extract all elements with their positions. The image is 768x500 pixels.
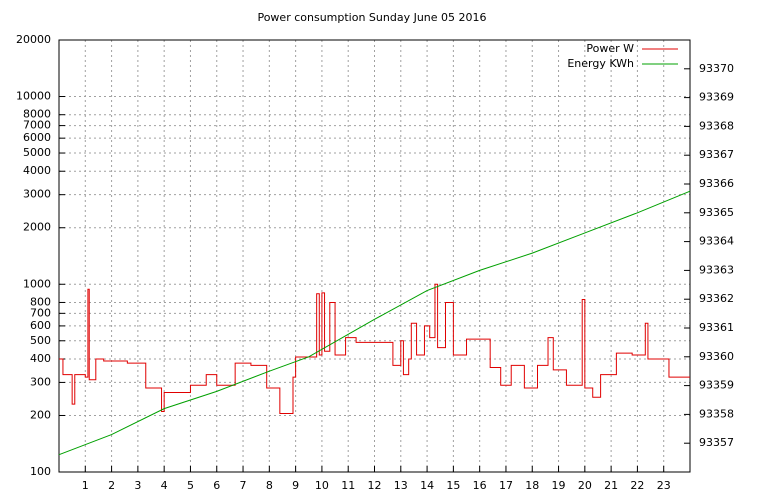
y2-tick-label: 93360 [699, 350, 734, 363]
x-tick-label: 2 [108, 479, 115, 492]
x-tick-label: 18 [525, 479, 539, 492]
x-tick-label: 9 [292, 479, 299, 492]
y-tick-label: 3000 [23, 188, 51, 201]
y2-tick-label: 93368 [699, 119, 734, 132]
x-tick-label: 6 [213, 479, 220, 492]
x-tick-label: 5 [187, 479, 194, 492]
plot-frame [58, 39, 691, 473]
y2-tick-label: 93367 [699, 148, 734, 161]
y-tick-label: 700 [30, 306, 51, 319]
x-tick-label: 13 [394, 479, 408, 492]
y-tick-label: 20000 [16, 33, 51, 46]
x-tick-label: 1 [82, 479, 89, 492]
x-tick-label: 17 [499, 479, 513, 492]
y-tick-label: 200 [30, 408, 51, 421]
x-tick-label: 4 [161, 479, 168, 492]
legend-label: Power W [586, 42, 634, 55]
x-tick-label: 10 [315, 479, 329, 492]
x-tick-label: 14 [420, 479, 434, 492]
y-tick-label: 100 [30, 465, 51, 478]
x-tick-label: 11 [341, 479, 355, 492]
y-tick-label: 500 [30, 334, 51, 347]
y-tick-label: 10000 [16, 90, 51, 103]
y2-tick-label: 93361 [699, 321, 734, 334]
x-tick-label: 19 [552, 479, 566, 492]
x-tick-label: 16 [473, 479, 487, 492]
y2-tick-label: 93370 [699, 62, 734, 75]
y-tick-label: 4000 [23, 164, 51, 177]
y-tick-label: 300 [30, 375, 51, 388]
y-tick-label: 7000 [23, 119, 51, 132]
series-line [59, 283, 690, 414]
chart-title: Power consumption Sunday June 05 2016 [257, 11, 486, 24]
y2-tick-label: 93363 [699, 263, 734, 276]
y-tick-label: 6000 [23, 131, 51, 144]
y2-tick-label: 93359 [699, 379, 734, 392]
x-tick-label: 20 [578, 479, 592, 492]
y-tick-label: 8000 [23, 108, 51, 121]
series-line [58, 190, 691, 456]
x-tick-label: 8 [266, 479, 273, 492]
y2-tick-label: 93357 [699, 436, 734, 449]
y-tick-label: 400 [30, 352, 51, 365]
y2-tick-label: 93358 [699, 407, 734, 420]
y2-tick-label: 93369 [699, 91, 734, 104]
x-tick-label: 23 [657, 479, 671, 492]
y2-tick-label: 93364 [699, 235, 734, 248]
y-tick-label: 5000 [23, 146, 51, 159]
x-tick-label: 12 [368, 479, 382, 492]
x-tick-label: 22 [630, 479, 644, 492]
y-tick-label: 2000 [23, 221, 51, 234]
y2-tick-label: 93366 [699, 177, 734, 190]
y-tick-label: 800 [30, 295, 51, 308]
x-tick-label: 15 [446, 479, 460, 492]
y2-tick-label: 93362 [699, 292, 734, 305]
y2-tick-label: 93365 [699, 206, 734, 219]
y-tick-label: 600 [30, 319, 51, 332]
legend-label: Energy KWh [567, 57, 634, 70]
x-tick-label: 3 [134, 479, 141, 492]
y-tick-label: 1000 [23, 277, 51, 290]
x-tick-label: 21 [604, 479, 618, 492]
x-tick-label: 7 [240, 479, 247, 492]
